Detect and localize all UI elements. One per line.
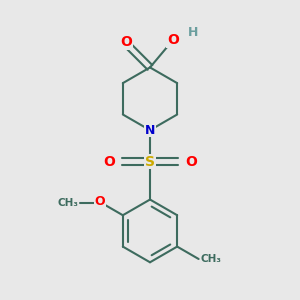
Text: CH₃: CH₃ [201,254,222,264]
Text: O: O [167,34,179,47]
Text: H: H [188,26,198,39]
Text: O: O [185,154,197,169]
Text: O: O [121,35,133,50]
Text: O: O [103,154,115,169]
Text: CH₃: CH₃ [58,198,79,208]
Text: S: S [145,154,155,169]
Text: O: O [94,195,105,208]
Text: N: N [145,124,155,137]
